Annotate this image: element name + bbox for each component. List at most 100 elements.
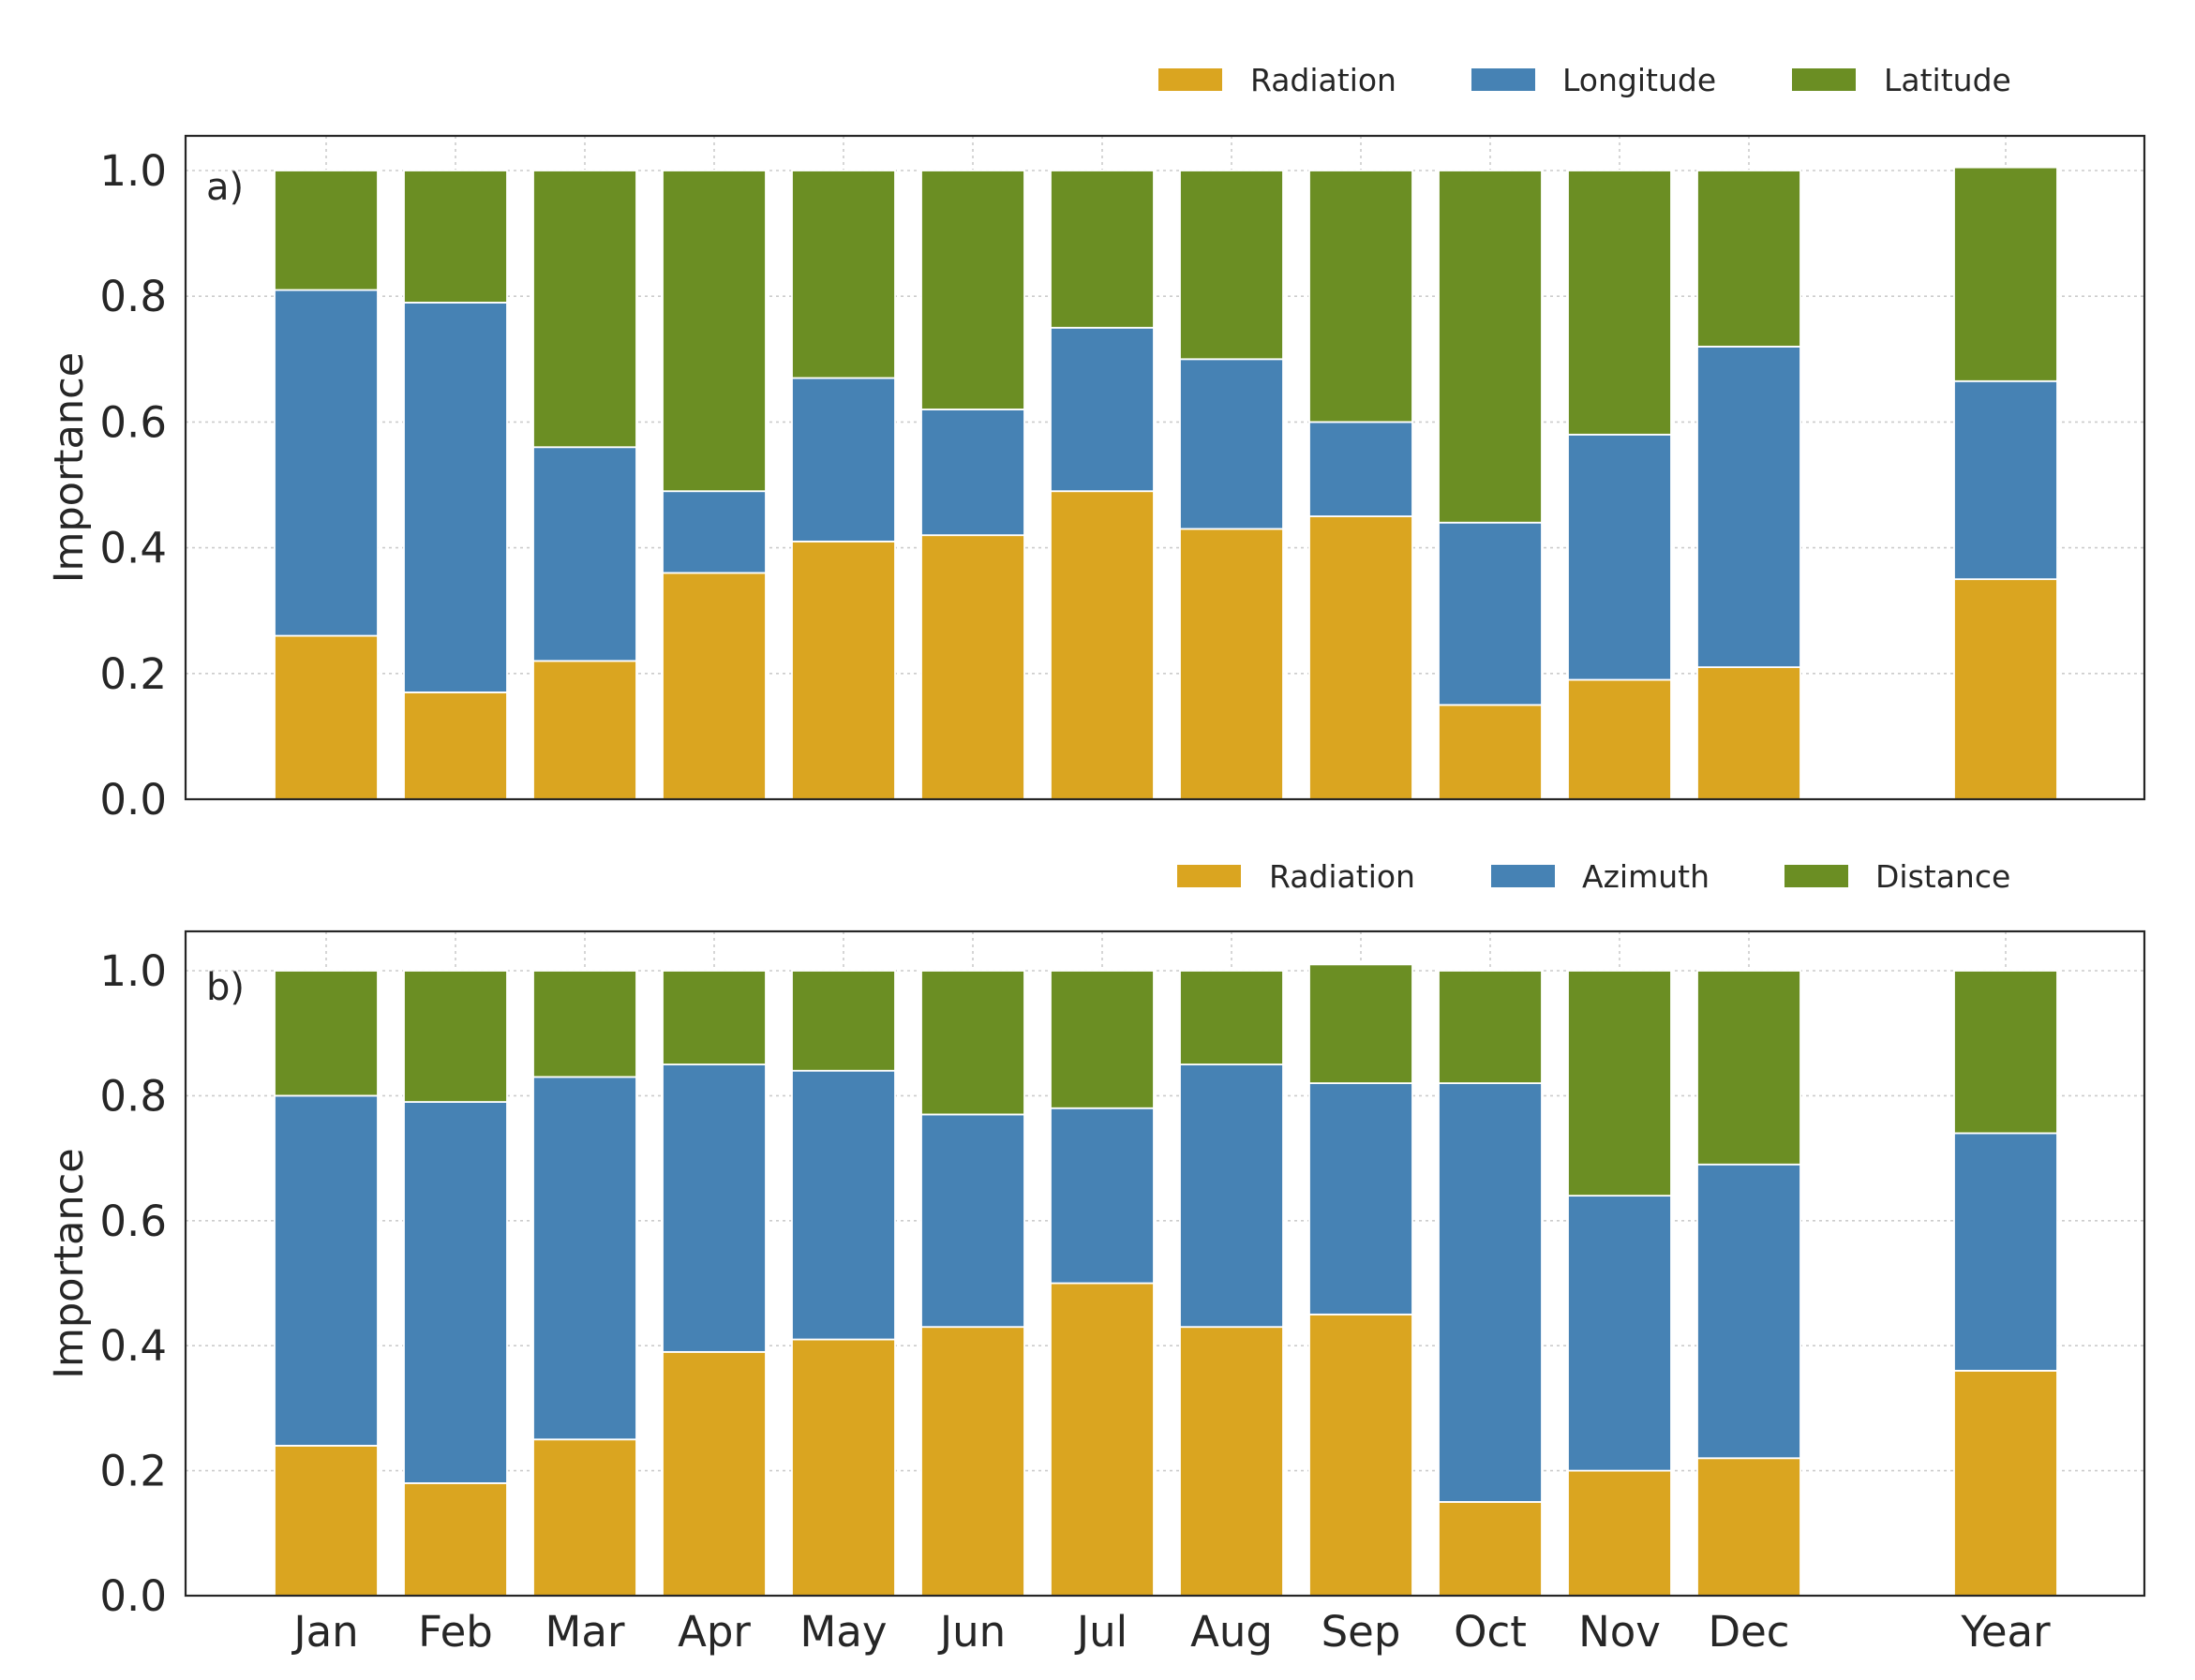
bar-radiation-may: [791, 540, 896, 800]
panel-label: b): [206, 966, 245, 1009]
bar-distance-jun: [920, 970, 1025, 1116]
bar-radiation-sep: [1308, 515, 1413, 800]
x-tick-label-sep: Sep: [1321, 1607, 1401, 1657]
bar-radiation-aug: [1179, 528, 1284, 800]
legend-swatch-radiation: [1177, 865, 1241, 887]
bar-azimuth-may: [791, 1069, 896, 1341]
bar-radiation-year: [1953, 1369, 2058, 1597]
bar-distance-mar: [532, 970, 637, 1078]
legend-label-radiation: Radiation: [1250, 62, 1396, 98]
bar-azimuth-apr: [662, 1063, 767, 1353]
legend: Radiation Azimuth Distance: [1177, 858, 2010, 895]
bar-latitude-feb: [403, 170, 508, 304]
bar-latitude-jul: [1050, 170, 1155, 329]
y-tick-label: 0.6: [99, 1197, 167, 1246]
bar-distance-apr: [662, 970, 767, 1065]
bar-latitude-nov: [1567, 170, 1672, 436]
bar-azimuth-jun: [920, 1113, 1025, 1329]
y-tick-label: 1.0: [99, 946, 167, 996]
bar-azimuth-dec: [1696, 1163, 1801, 1460]
bar-radiation-oct: [1438, 704, 1543, 800]
bar-longitude-nov: [1567, 433, 1672, 681]
bar-longitude-jan: [274, 289, 379, 637]
bar-distance-may: [791, 970, 896, 1072]
bar-azimuth-jul: [1050, 1107, 1155, 1285]
bar-radiation-nov: [1567, 678, 1672, 800]
bar-latitude-jun: [920, 170, 1025, 410]
bar-azimuth-jan: [274, 1094, 379, 1447]
bar-radiation-aug: [1179, 1326, 1284, 1597]
bar-latitude-jan: [274, 170, 379, 291]
legend-label-azimuth: Azimuth: [1582, 858, 1710, 895]
x-tick-label-dec: Dec: [1708, 1607, 1789, 1657]
bar-radiation-dec: [1696, 666, 1801, 800]
legend-label-longitude: Longitude: [1562, 62, 1716, 98]
x-tick-label-apr: Apr: [678, 1607, 751, 1657]
y-tick-label: 0.4: [99, 1321, 167, 1371]
bar-radiation-jan: [274, 634, 379, 800]
bar-longitude-jul: [1050, 326, 1155, 493]
bar-radiation-mar: [532, 660, 637, 800]
y-tick-label: 0.2: [99, 1447, 167, 1496]
panel-label: a): [206, 166, 244, 209]
x-tick-label-may: May: [799, 1607, 887, 1657]
x-tick-label-year: Year: [1960, 1607, 2051, 1657]
bar-distance-year: [1953, 970, 2058, 1135]
y-tick-label: 0.2: [99, 649, 167, 699]
bar-distance-jan: [274, 970, 379, 1097]
bar-radiation-jan: [274, 1445, 379, 1597]
bar-longitude-jun: [920, 409, 1025, 537]
bar-radiation-year: [1953, 578, 2058, 800]
legend-label-distance: Distance: [1875, 858, 2010, 895]
x-tick-label-jun: Jun: [937, 1607, 1006, 1657]
bar-radiation-jun: [920, 1326, 1025, 1597]
bar-azimuth-oct: [1438, 1082, 1543, 1503]
legend-swatch-distance: [1784, 865, 1848, 887]
y-axis-label: Importance: [46, 1148, 93, 1378]
bar-latitude-sep: [1308, 170, 1413, 424]
y-tick-label: 0.0: [99, 1571, 167, 1621]
bar-latitude-mar: [532, 170, 637, 449]
y-tick-label: 0.8: [99, 1071, 167, 1121]
bar-radiation-may: [791, 1338, 896, 1597]
x-tick-label-nov: Nov: [1578, 1607, 1661, 1657]
x-tick-label-jan: Jan: [291, 1607, 358, 1657]
bar-distance-dec: [1696, 970, 1801, 1166]
plot-frame: [184, 929, 2146, 1598]
bar-radiation-jul: [1050, 1282, 1155, 1597]
bar-longitude-sep: [1308, 421, 1413, 517]
y-tick-label: 1.0: [99, 146, 167, 196]
bar-radiation-sep: [1308, 1313, 1413, 1597]
bar-azimuth-feb: [403, 1101, 508, 1484]
x-tick-label-jul: Jul: [1074, 1607, 1127, 1657]
bar-radiation-jul: [1050, 490, 1155, 800]
bar-distance-aug: [1179, 970, 1284, 1065]
legend-label-radiation: Radiation: [1269, 858, 1415, 895]
x-tick-label-aug: Aug: [1190, 1607, 1273, 1657]
legend-label-latitude: Latitude: [1884, 62, 2011, 98]
bar-longitude-may: [791, 377, 896, 543]
bar-radiation-feb: [403, 1482, 508, 1597]
bar-azimuth-year: [1953, 1132, 2058, 1372]
bar-latitude-oct: [1438, 170, 1543, 524]
bar-longitude-year: [1953, 379, 2058, 581]
bar-longitude-mar: [532, 446, 637, 662]
bar-distance-feb: [403, 970, 508, 1103]
y-axis-label: Importance: [46, 352, 93, 583]
legend-swatch-azimuth: [1491, 865, 1555, 887]
bar-radiation-mar: [532, 1438, 637, 1597]
y-tick-label: 0.6: [99, 397, 167, 447]
bar-distance-sep: [1308, 963, 1413, 1084]
bar-distance-jul: [1050, 970, 1155, 1109]
bar-longitude-feb: [403, 302, 508, 693]
legend: Radiation Longitude Latitude: [1158, 62, 2011, 98]
legend-swatch-latitude: [1792, 68, 1856, 91]
x-tick-label-mar: Mar: [545, 1607, 625, 1657]
bar-longitude-dec: [1696, 345, 1801, 668]
bar-radiation-apr: [662, 572, 767, 800]
plot-frame: [184, 134, 2146, 801]
bar-latitude-aug: [1179, 170, 1284, 361]
legend-swatch-longitude: [1471, 68, 1535, 91]
bar-longitude-aug: [1179, 358, 1284, 530]
bar-radiation-feb: [403, 691, 508, 800]
